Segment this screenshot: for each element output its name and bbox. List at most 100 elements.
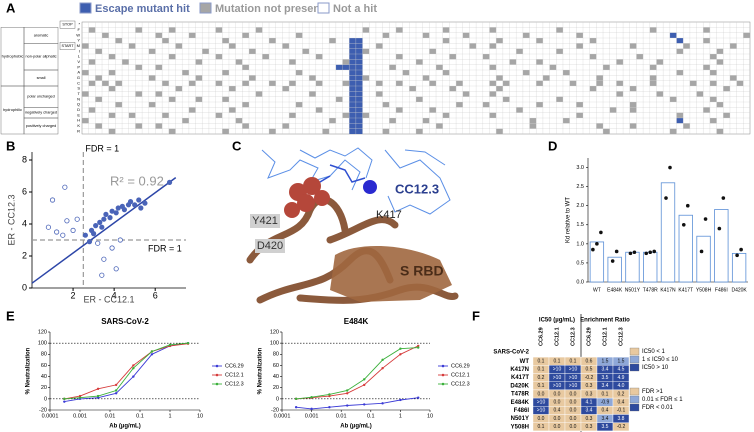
cell-value: 0.4	[554, 408, 561, 414]
heatmap-cell	[362, 75, 370, 81]
point	[328, 406, 331, 409]
point	[96, 394, 100, 398]
cell-value: 3.4	[602, 367, 609, 373]
heatmap-cell	[289, 80, 296, 86]
heatmap-cell	[355, 86, 363, 92]
heatmap-cell	[716, 128, 724, 134]
heatmap-cell	[315, 107, 323, 113]
rbd-label: S RBD	[400, 263, 444, 279]
cell-value: 3.4	[602, 383, 609, 389]
heatmap-cell	[395, 107, 403, 113]
y-axis-label: % Neutralization	[26, 347, 32, 394]
heatmap-cell	[255, 91, 263, 97]
series-line	[64, 342, 189, 403]
heatmap-cell	[115, 38, 123, 44]
cell-value: 0.5	[586, 367, 593, 373]
heatmap-cell	[556, 96, 563, 102]
heatmap-cell	[389, 64, 396, 70]
heatmap-cell	[128, 112, 136, 118]
heatmap-cell	[676, 112, 684, 118]
heatmap-cell	[349, 96, 356, 102]
x-tick-label: 0.0001	[42, 413, 59, 419]
column-header: CC6.29	[586, 327, 592, 346]
y-tick-label: 4	[22, 218, 27, 228]
point	[186, 341, 190, 345]
replicate-dot	[628, 251, 633, 256]
cell-value: >10	[553, 383, 562, 389]
heatmap-cell	[442, 38, 450, 44]
legend-swatch	[629, 395, 640, 404]
heatmap-cell	[703, 107, 710, 113]
heatmap-cell	[729, 75, 737, 81]
heatmap-cell	[656, 59, 664, 65]
heatmap-cell	[115, 102, 123, 108]
cell-value: 0.0	[570, 416, 577, 422]
group-label: aromatic	[34, 33, 49, 37]
cell-value: 0.1	[554, 359, 561, 365]
structure-panel: CC12.3 Y421 D420 K417 S RBD	[246, 147, 459, 304]
heatmap-cell	[135, 27, 143, 33]
row-label: WT	[520, 359, 530, 365]
heatmap-cell	[629, 43, 637, 49]
cell-value: 0.1	[570, 359, 577, 365]
heatmap-cell	[536, 80, 543, 86]
x-tick-label: E484K	[607, 287, 623, 293]
point	[62, 184, 68, 190]
heatmap-cell	[362, 48, 370, 54]
marker-box	[59, 42, 76, 50]
cell-value: 4.0	[618, 383, 625, 389]
heatmap-cell	[349, 102, 356, 108]
legend-swatch	[317, 2, 330, 14]
heatmap-cell	[676, 118, 684, 124]
group-label: non-polar aliphatic	[25, 55, 56, 59]
legend-swatch	[629, 363, 640, 372]
heatmap-cell	[442, 27, 450, 33]
heatmap-cell	[723, 86, 730, 92]
heatmap-cell	[395, 27, 403, 33]
heatmap-cell	[549, 64, 557, 70]
row-label: K	[77, 123, 80, 128]
heatmap-cell	[596, 123, 604, 129]
heatmap-cell	[295, 70, 303, 76]
y-axis-label: ER - CC12.3	[6, 194, 16, 245]
point	[132, 367, 135, 370]
heatmap-cell	[148, 102, 156, 108]
k417-sphere	[363, 180, 377, 194]
heatmap-cell	[242, 64, 249, 70]
heatmap-cell	[516, 48, 523, 54]
heatmap-cell	[182, 70, 189, 76]
legend-label: CC12.3	[225, 381, 244, 387]
heatmap-cell	[349, 80, 356, 86]
heatmap-cell	[82, 70, 89, 76]
heatmap-cell	[289, 112, 296, 118]
cell-value: 0.3	[586, 424, 593, 430]
y-tick-label: 1.0	[576, 241, 584, 247]
heatmap-cell	[489, 64, 497, 70]
heatmap-cell	[349, 107, 356, 113]
heatmap-cell	[175, 86, 183, 92]
row-label: G	[77, 75, 80, 80]
heatmap-cell	[162, 80, 169, 86]
heatmap-cell	[349, 38, 356, 44]
x-tick-label: 0.01	[336, 413, 347, 419]
point	[294, 397, 298, 401]
heatmap-cell	[629, 123, 637, 129]
heatmap-cell	[716, 48, 724, 54]
rbd-surface	[330, 245, 452, 302]
legend-dot	[441, 373, 445, 377]
legend-label: Escape mutant hit	[95, 3, 190, 15]
heatmap-cell	[542, 75, 550, 81]
heatmap-cell	[669, 96, 677, 102]
heatmap-cell	[649, 64, 657, 70]
heatmap-cell	[222, 128, 229, 134]
column-header: CC12.1	[554, 327, 560, 346]
panel-label: A	[6, 0, 16, 15]
cell-value: 0.3	[586, 416, 593, 422]
heatmap-cell	[603, 128, 610, 134]
point	[310, 407, 313, 411]
x-tick-label: 1	[399, 413, 402, 419]
heatmap-cell	[683, 123, 690, 129]
cell-value: -0.2	[617, 424, 626, 430]
replicate-dot	[599, 230, 603, 235]
heatmap-cell	[482, 54, 490, 60]
